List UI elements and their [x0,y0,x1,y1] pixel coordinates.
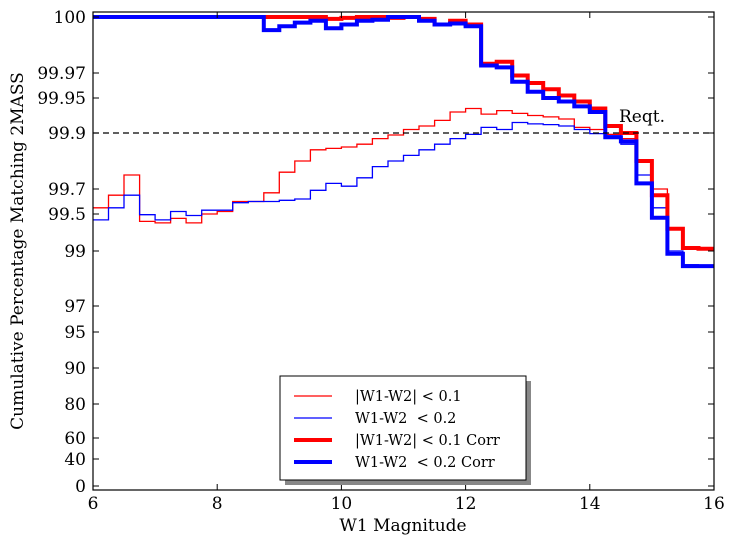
y-tick-label-11: 60 [64,429,86,449]
legend: |W1-W2| < 0.1 W1-W2 < 0.2 |W1-W2| < 0.1 Co… [279,375,531,485]
y-tick-label-12: 40 [64,450,86,470]
legend-label-4: W1-W2 < 0.2 Corr [355,455,495,471]
y-tick-label-6: 99 [64,242,86,262]
reference-line-label: Reqt. [619,107,665,127]
legend-label-3: |W1-W2| < 0.1 Corr [355,433,500,449]
x-axis-title: W1 Magnitude [339,516,466,536]
y-tick-label-10: 80 [64,395,86,415]
y-tick-label-8: 95 [64,323,86,343]
x-tick-label-1: 8 [212,494,223,514]
y-tick-label-2: 99.95 [37,89,86,109]
x-tick-label-4: 14 [579,494,601,514]
y-tick-label-7: 97 [64,297,86,317]
y-tick-label-3: 99.9 [48,124,86,144]
y-tick-label-5: 99.5 [48,205,86,225]
x-tick-label-2: 10 [331,494,353,514]
ticks-layer [92,12,715,490]
series-line-4 [93,15,714,269]
x-tick-label-3: 12 [455,494,477,514]
legend-label-1: |W1-W2| < 0.1 [355,389,462,405]
y-tick-label-0: 100 [54,8,86,28]
y-tick-label-9: 90 [64,359,86,379]
x-tick-label-0: 6 [88,494,99,514]
y-tick-label-1: 99.97 [37,64,86,84]
y-axis-title: Cumulative Percentage Matching 2MASS [8,72,28,430]
x-tick-label-5: 16 [703,494,725,514]
y-tick-label-13: 0 [75,477,86,497]
legend-items: |W1-W2| < 0.1 W1-W2 < 0.2 |W1-W2| < 0.1 Co… [294,389,500,471]
x-tick-labels: 6 8 10 12 14 16 [88,494,725,514]
y-tick-label-4: 99.7 [48,180,86,200]
legend-label-2: W1-W2 < 0.2 [355,411,456,427]
